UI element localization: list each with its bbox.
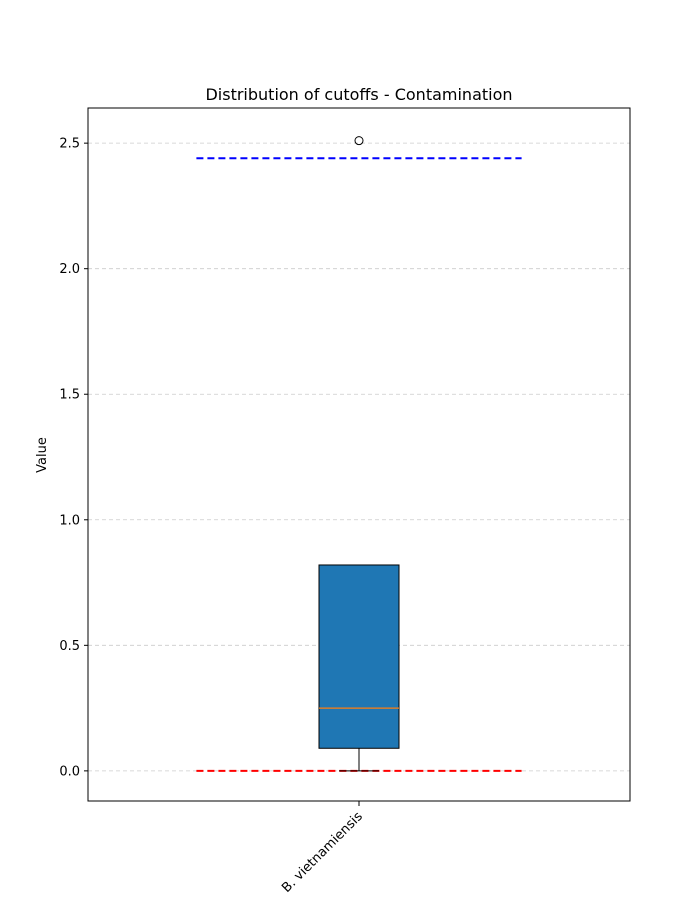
- chart-title: Distribution of cutoffs - Contamination: [205, 85, 512, 104]
- outlier-point: [354, 136, 364, 146]
- x-tick-label: B. vietnamiensis: [279, 809, 366, 896]
- y-tick-label: 2.0: [59, 262, 80, 277]
- grid-layer: [88, 142, 630, 772]
- y-tick-label: 2.5: [59, 137, 80, 152]
- x-axis-ticks: B. vietnamiensis: [279, 801, 366, 896]
- y-tick-label: 0.5: [59, 639, 80, 654]
- y-tick-label: 0.0: [59, 764, 80, 779]
- y-tick-label: 1.0: [59, 513, 80, 528]
- y-axis-ticks: 0.0 0.5 1.0 1.5 2.0 2.5: [59, 137, 88, 779]
- reference-lines: [196, 157, 522, 772]
- box-layer: [318, 136, 400, 772]
- y-tick-label: 1.5: [59, 388, 80, 403]
- box-body: [318, 564, 400, 749]
- y-axis-label: Value: [35, 437, 50, 473]
